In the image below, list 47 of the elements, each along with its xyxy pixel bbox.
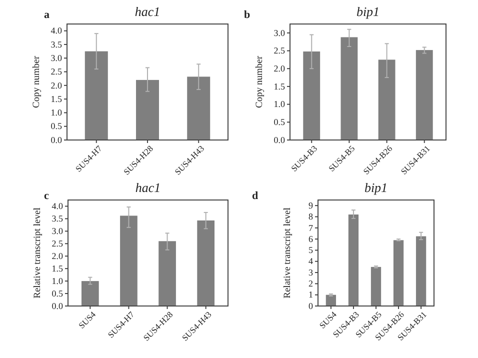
y-tick-label: 1.0 [50,108,62,118]
y-tick-label: 3.5 [52,214,64,224]
chart-title: hac1 [135,180,161,195]
y-tick-label: 3.0 [52,226,64,236]
y-tick-label: 2.0 [274,63,286,74]
chart-title: hac1 [134,4,160,19]
y-tick-label: 1.5 [274,81,286,92]
y-tick-label: 0.5 [50,121,62,132]
y-tick-label: 7 [308,222,314,233]
y-tick-label: 1.0 [274,99,286,110]
y-tick-label: 2.5 [274,46,286,56]
y-tick-label: 0.5 [52,288,64,298]
y-tick-label: 3.0 [274,28,286,38]
y-tick-label: 6 [308,234,314,244]
y-tick-label: 2.0 [52,251,64,261]
y-tick-label: 1 [308,290,313,300]
chart-title: bip1 [364,180,388,195]
y-axis-title: Copy number [255,55,265,108]
y-tick-label: 0 [308,300,314,311]
y-tick-label: 2.5 [50,66,62,77]
y-tick-label: 1.5 [50,94,62,104]
y-axis-title: Relative transcript level [283,207,293,298]
y-tick-label: 2.0 [50,80,62,90]
y-tick-label: 3.0 [50,53,62,63]
y-tick-label: 1.5 [52,263,64,274]
y-tick-label: 0.0 [274,134,286,145]
y-tick-label: 4 [308,256,314,266]
text: a [44,9,50,21]
y-tick-label: 4.0 [52,201,64,212]
y-tick-label: 0.0 [52,300,64,311]
y-tick-label: 4.0 [50,26,62,36]
text: b [244,9,250,21]
y-tick-label: 1.0 [52,276,64,286]
y-tick-label: 0.0 [50,134,62,145]
y-axis-title: Copy number [32,55,42,108]
y-tick-label: 2 [308,278,313,289]
y-tick-label: 5 [308,245,314,256]
y-axis-title: Relative transcript level [33,207,43,298]
y-tick-label: 0.5 [274,117,286,128]
y-tick-label: 2.5 [52,238,64,249]
y-tick-label: 8 [308,212,314,222]
y-tick-label: 9 [308,200,314,210]
chart-title: bip1 [356,4,380,19]
y-tick-label: 3 [308,267,314,278]
y-tick-label: 3.5 [50,39,62,50]
text: d [252,190,258,202]
text: c [44,190,49,202]
